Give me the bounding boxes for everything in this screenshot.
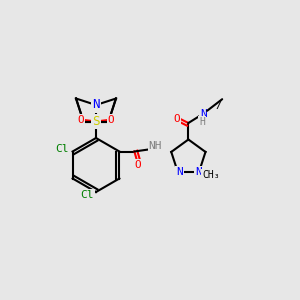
Text: O: O: [78, 115, 84, 125]
Text: CH₃: CH₃: [202, 170, 220, 180]
Text: NH: NH: [148, 140, 162, 151]
Text: /: /: [215, 100, 222, 110]
Text: O: O: [108, 115, 114, 125]
Text: N: N: [200, 109, 207, 119]
Text: O: O: [134, 160, 141, 170]
Text: N: N: [196, 167, 202, 177]
Text: S: S: [92, 115, 100, 128]
Text: N: N: [176, 167, 183, 177]
Text: Cl: Cl: [80, 190, 94, 200]
Text: O: O: [173, 113, 180, 124]
Text: N: N: [92, 98, 100, 112]
Text: Cl: Cl: [56, 143, 69, 154]
Text: H: H: [199, 116, 205, 127]
